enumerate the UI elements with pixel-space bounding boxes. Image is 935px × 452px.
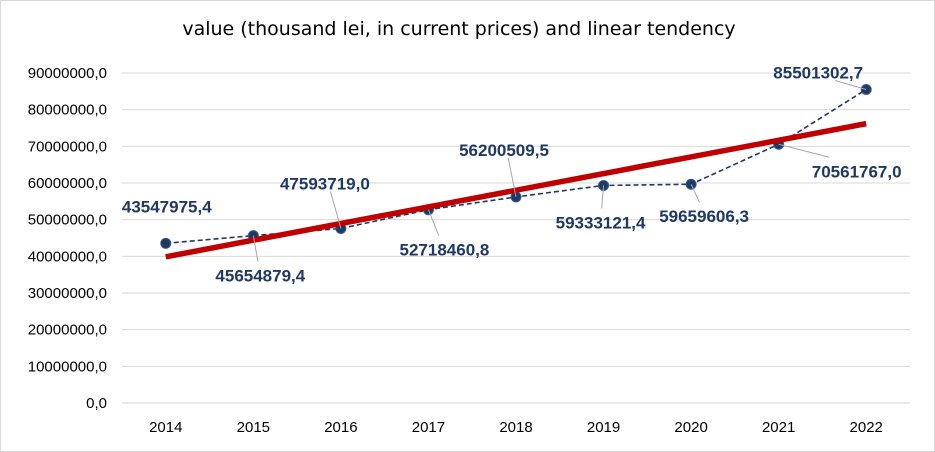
value-series-line — [165, 88, 867, 245]
x-tick-label: 2020 — [674, 419, 707, 436]
data-label-leader — [330, 191, 342, 229]
y-tick-label: 10000000,0 — [28, 358, 107, 375]
data-label: 52718460,8 — [400, 241, 490, 260]
y-tick-label: 30000000,0 — [28, 285, 107, 302]
x-tick-label: 2015 — [237, 419, 270, 436]
y-tick-label: 70000000,0 — [28, 138, 107, 155]
data-label-leader — [690, 184, 701, 203]
x-tick-label: 2014 — [149, 419, 182, 436]
y-tick-label: 50000000,0 — [28, 212, 107, 229]
x-tick-label: 2017 — [412, 419, 445, 436]
data-label: 43547975,4 — [122, 197, 212, 216]
y-tick-label: 90000000,0 — [28, 65, 107, 82]
data-label: 70561767,0 — [812, 162, 902, 181]
x-tick-label: 2022 — [850, 419, 883, 436]
y-tick-label: 0,0 — [86, 395, 107, 412]
data-label: 59659606,3 — [659, 207, 749, 226]
data-label: 47593719,0 — [280, 174, 370, 193]
y-tick-label: 40000000,0 — [28, 248, 107, 265]
data-label-leader — [601, 185, 605, 209]
data-label: 85501302,7 — [773, 63, 863, 82]
x-tick-label: 2019 — [587, 419, 620, 436]
data-label-leader — [427, 209, 440, 236]
x-tick-label: 2018 — [499, 419, 532, 436]
data-label: 56200509,5 — [459, 141, 549, 160]
data-label-leader — [252, 235, 259, 262]
y-tick-label: 60000000,0 — [28, 175, 107, 192]
linear-trend-line — [165, 120, 867, 260]
y-tick-label: 80000000,0 — [28, 102, 107, 119]
data-label-leader — [834, 80, 867, 90]
data-label-leader — [778, 143, 830, 158]
data-label: 45654879,4 — [215, 267, 305, 286]
chart-title: value (thousand lei, in current prices) … — [182, 18, 736, 40]
x-tick-label: 2021 — [762, 419, 795, 436]
x-tick-label: 2016 — [324, 419, 357, 436]
y-tick-label: 20000000,0 — [28, 322, 107, 339]
data-label: 59333121,4 — [556, 213, 646, 232]
value-point — [160, 237, 172, 249]
data-label-leader — [507, 157, 517, 198]
